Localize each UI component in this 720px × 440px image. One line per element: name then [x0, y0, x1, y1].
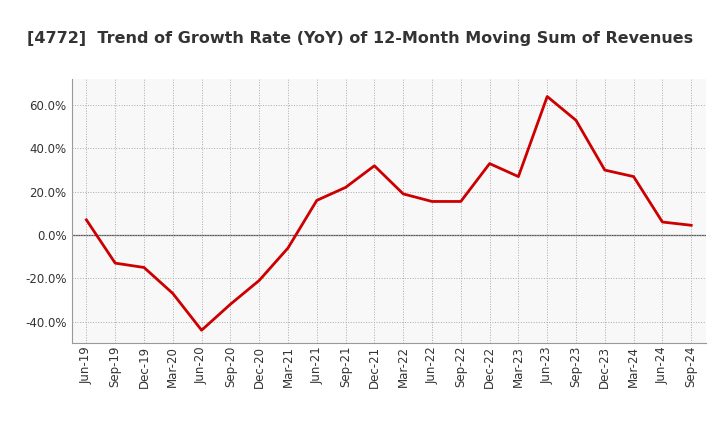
Text: [4772]  Trend of Growth Rate (YoY) of 12-Month Moving Sum of Revenues: [4772] Trend of Growth Rate (YoY) of 12-… [27, 31, 693, 46]
